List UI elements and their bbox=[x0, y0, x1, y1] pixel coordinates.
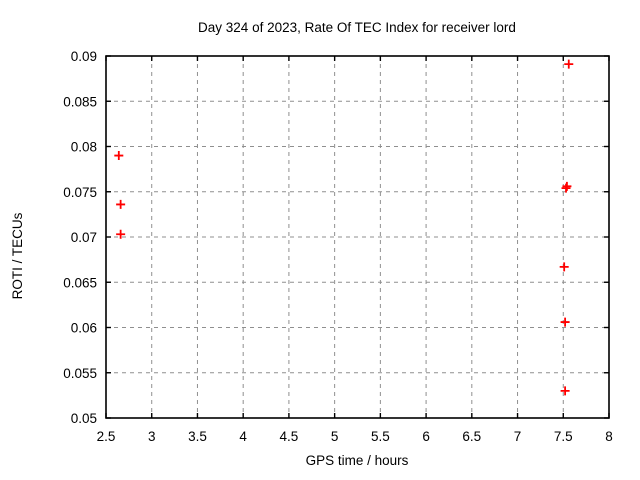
gridlines bbox=[106, 56, 609, 418]
x-tick-label: 2.5 bbox=[97, 429, 116, 444]
data-point-marker bbox=[564, 59, 574, 69]
data-point-marker bbox=[116, 199, 126, 209]
data-point-marker bbox=[560, 317, 570, 327]
x-tick-label: 8 bbox=[605, 429, 613, 444]
plot-border bbox=[105, 55, 610, 419]
x-tick-label: 5 bbox=[331, 429, 339, 444]
data-points bbox=[114, 59, 574, 396]
data-point-marker bbox=[559, 262, 569, 272]
y-tick-labels: 0.05 0.055 0.06 0.065 0.07 0.075 0.08 0.085 0.09 bbox=[63, 49, 97, 426]
x-tick-label: 3 bbox=[148, 429, 156, 444]
x-tick-label: 7.5 bbox=[554, 429, 573, 444]
data-point-marker bbox=[561, 183, 571, 193]
y-tick-label: 0.08 bbox=[71, 140, 97, 155]
y-tick-label: 0.07 bbox=[71, 230, 97, 245]
y-tick-label: 0.085 bbox=[63, 94, 97, 109]
x-tick-label: 6 bbox=[422, 429, 430, 444]
x-tick-label: 4.5 bbox=[280, 429, 299, 444]
y-tick-label: 0.055 bbox=[63, 366, 97, 381]
x-axis-label: GPS time / hours bbox=[306, 453, 409, 468]
x-tick-labels: 2.5 3 3.5 4 4.5 5 5.5 6 6.5 7 7.5 8 bbox=[97, 429, 613, 444]
y-tick-label: 0.06 bbox=[71, 321, 97, 336]
axis-ticks bbox=[105, 55, 610, 419]
chart-title: Day 324 of 2023, Rate Of TEC Index for r… bbox=[198, 20, 516, 35]
data-point-marker bbox=[116, 229, 126, 239]
data-point-marker bbox=[114, 151, 124, 161]
x-tick-label: 3.5 bbox=[188, 429, 207, 444]
y-tick-label: 0.09 bbox=[71, 49, 97, 64]
data-point-marker bbox=[562, 181, 572, 191]
data-point-marker bbox=[560, 386, 570, 396]
x-tick-label: 6.5 bbox=[462, 429, 481, 444]
y-axis-label: ROTI / TECUs bbox=[10, 212, 25, 299]
y-tick-label: 0.075 bbox=[63, 185, 97, 200]
x-tick-label: 7 bbox=[514, 429, 522, 444]
x-tick-label: 4 bbox=[239, 429, 247, 444]
y-tick-label: 0.065 bbox=[63, 275, 97, 290]
x-tick-label: 5.5 bbox=[371, 429, 390, 444]
y-tick-label: 0.05 bbox=[71, 411, 97, 426]
